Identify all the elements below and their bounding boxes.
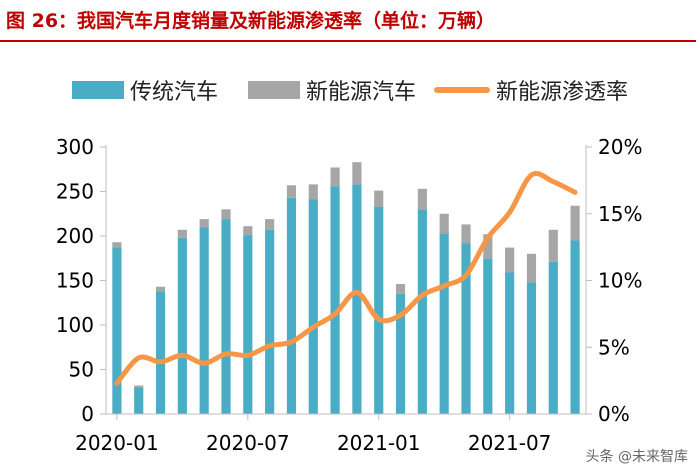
legend-item-nev: 新能源汽车 [248,74,416,106]
bar-nev-2020-09 [286,185,297,198]
y-left-tick-label-150: 150 [56,269,94,293]
bar-conventional-2020-01 [112,247,122,414]
legend-item-conventional: 传统汽车 [72,74,218,106]
bar-conventional-2020-05 [199,227,209,414]
bar-conventional-2021-02 [395,293,406,414]
bar-conventional-2021-09 [548,261,558,414]
bar-conventional-2020-08 [265,229,275,414]
y-left-tick-label-300: 300 [56,135,94,159]
line-penetration [114,170,578,386]
bar-nev-2021-02 [395,284,406,294]
bar-conventional-2020-02 [134,387,144,414]
bar-nev-2020-06 [221,209,231,220]
y-left-tick-label-0: 0 [81,402,94,426]
bar-nev-2021-09 [548,229,558,262]
y-right-tick-label-20: 20% [598,135,642,159]
bar-conventional-2020-09 [286,197,297,414]
bar-nev-2021-05 [461,224,471,244]
y-left-tick-label-200: 200 [56,224,94,248]
y-right-tick-label-10: 10% [598,269,642,293]
bar-conventional-2020-04 [177,237,187,414]
y-left-tick-label-100: 100 [56,313,94,337]
bar-nev-2020-11 [330,167,340,187]
y-left-tick-label-50: 50 [69,358,94,382]
bar-conventional-2021-05 [461,243,471,414]
bar-nev-2021-10 [570,205,580,241]
y-right-tick-label-5: 5% [598,335,630,359]
bar-nev-2020-12 [352,162,362,185]
bar-nev-2021-01 [374,190,384,207]
bar-nev-2020-01 [112,242,122,248]
bar-nev-2021-07 [505,247,515,273]
bar-nev-2021-03 [417,188,427,210]
line-layer [114,170,578,386]
axes-layer: 0 50 100 150 200 250 300 0% 5% 10% 15% 20% 2020-01 20… [56,135,643,455]
bar-nev-2020-08 [265,219,275,230]
bar-conventional-2021-04 [439,233,449,414]
legend-label-penetration: 新能源渗透率 [496,80,629,105]
watermark: 头条 @未来智库 [585,449,688,465]
bar-conventional-2021-10 [570,240,580,414]
bar-nev-2020-03 [155,286,166,292]
x-tick-label-2021-07: 2021-07 [468,431,552,455]
bar-conventional-2020-11 [330,186,340,414]
legend-swatch-penetration [434,87,490,93]
bar-nev-2021-04 [439,213,449,234]
bar-nev-2021-06 [483,234,493,259]
legend-swatch-nev [248,81,300,99]
bar-conventional-2021-06 [483,258,493,414]
legend-label-conventional: 传统汽车 [130,80,219,105]
bar-nev-2020-04 [177,229,187,238]
x-tick-label-2020-01: 2020-01 [75,431,159,455]
bar-nev-2021-08 [526,253,537,283]
bar-nev-2020-10 [308,184,318,200]
legend-item-penetration: 新能源渗透率 [434,74,628,106]
chart-legend: 传统汽车 新能源汽车 新能源渗透率 [0,74,696,114]
chart-title: 图 26：我国汽车月度销量及新能源渗透率（单位：万辆） [6,10,496,32]
legend-swatch-conventional [72,81,124,99]
y-right-tick-label-15: 15% [598,202,642,226]
title-divider [0,40,696,42]
bar-conventional-2020-06 [221,219,231,414]
bar-conventional-2020-07 [243,235,253,414]
y-left-tick-label-250: 250 [56,180,94,204]
bar-conventional-2021-03 [417,209,427,414]
bar-nev-2020-07 [243,226,253,236]
y-right-tick-label-0: 0% [598,402,630,426]
bar-conventional-2021-08 [526,282,537,414]
bar-conventional-2020-03 [155,291,166,414]
legend-label-nev: 新能源汽车 [306,80,417,105]
x-tick-label-2020-07: 2020-07 [206,431,290,455]
bar-conventional-2021-07 [505,272,515,414]
bar-conventional-2020-10 [308,199,318,414]
bars-layer [112,162,580,414]
bar-conventional-2020-12 [352,184,362,414]
bar-nev-2020-05 [199,219,209,228]
bar-nev-2020-02 [134,385,144,388]
bar-conventional-2021-01 [374,206,384,414]
x-tick-label-2021-01: 2021-01 [337,431,421,455]
